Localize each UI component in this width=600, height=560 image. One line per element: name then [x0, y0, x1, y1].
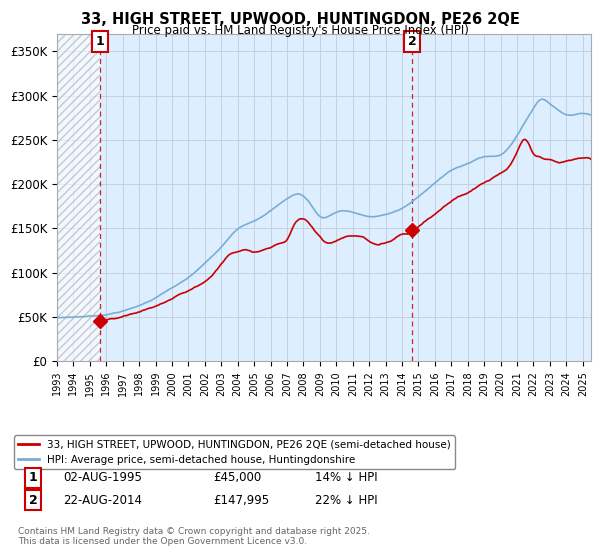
Text: 1: 1	[29, 471, 37, 484]
Bar	[57, 34, 100, 361]
Text: 2: 2	[407, 35, 416, 48]
Text: 1: 1	[95, 35, 104, 48]
Text: £147,995: £147,995	[213, 493, 269, 507]
Text: 22% ↓ HPI: 22% ↓ HPI	[315, 493, 377, 507]
Text: Contains HM Land Registry data © Crown copyright and database right 2025.
This d: Contains HM Land Registry data © Crown c…	[18, 526, 370, 546]
Text: £45,000: £45,000	[213, 471, 261, 484]
Text: 33, HIGH STREET, UPWOOD, HUNTINGDON, PE26 2QE: 33, HIGH STREET, UPWOOD, HUNTINGDON, PE2…	[80, 12, 520, 27]
Text: 2: 2	[29, 493, 37, 507]
Text: 14% ↓ HPI: 14% ↓ HPI	[315, 471, 377, 484]
Text: 22-AUG-2014: 22-AUG-2014	[63, 493, 142, 507]
Text: 02-AUG-1995: 02-AUG-1995	[63, 471, 142, 484]
Text: Price paid vs. HM Land Registry's House Price Index (HPI): Price paid vs. HM Land Registry's House …	[131, 24, 469, 36]
Legend: 33, HIGH STREET, UPWOOD, HUNTINGDON, PE26 2QE (semi-detached house), HPI: Averag: 33, HIGH STREET, UPWOOD, HUNTINGDON, PE2…	[14, 436, 455, 469]
